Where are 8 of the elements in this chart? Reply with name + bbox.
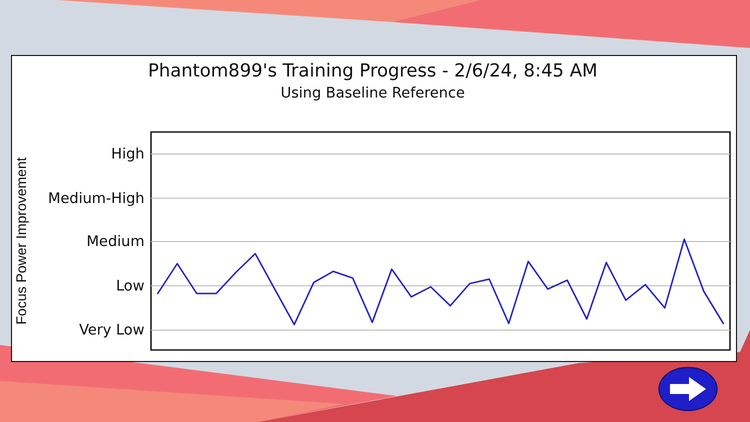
chart-subtitle: Using Baseline Reference bbox=[280, 86, 465, 102]
ref-line-label: Medium-High bbox=[48, 190, 144, 207]
chart-title: Phantom899's Training Progress - 2/6/24, 8:45 AM bbox=[148, 60, 598, 82]
ref-line-label: Very Low bbox=[79, 322, 145, 339]
ref-line-label: High bbox=[111, 146, 144, 162]
ref-line-label: Medium bbox=[86, 234, 144, 250]
ref-line-label: Low bbox=[116, 278, 145, 294]
text: Focus Power Improvement bbox=[13, 157, 29, 325]
